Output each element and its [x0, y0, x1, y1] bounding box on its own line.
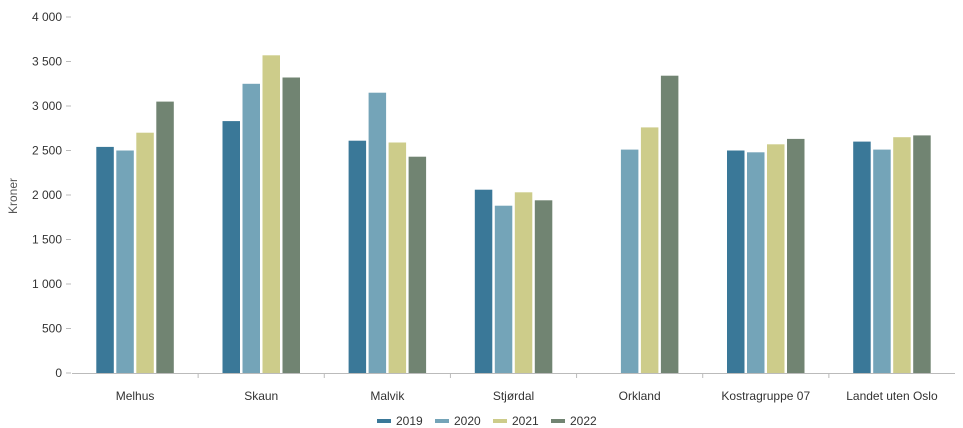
- y-tick-label: 3 000: [32, 99, 62, 113]
- bar-2019-skaun: [222, 121, 240, 373]
- legend-label-2019: 2019: [396, 414, 423, 428]
- x-tick-label: Kostragruppe 07: [721, 389, 810, 403]
- bar-2020-melhus: [116, 150, 134, 373]
- bar-2020-kostragruppe-07: [747, 152, 765, 373]
- bar-2021-stjørdal: [514, 192, 533, 373]
- y-tick-label: 0: [55, 366, 62, 380]
- bar-2019-stjørdal: [474, 189, 493, 373]
- x-tick-label: Stjørdal: [493, 389, 534, 403]
- y-tick-label: 2 500: [32, 144, 62, 158]
- x-tick-label: Malvik: [370, 389, 405, 403]
- y-tick-label: 2 000: [32, 188, 62, 202]
- x-tick-label: Melhus: [116, 389, 155, 403]
- legend-swatch-2022: [551, 419, 565, 423]
- bar-2021-malvik: [388, 142, 407, 373]
- bar-2019-malvik: [348, 140, 367, 373]
- y-axis: 0 500 1 000 1 500 2 000 2 500 3 000 3 500 4 000: [32, 10, 71, 380]
- bar-2019-melhus: [96, 146, 114, 373]
- bar-2020-skaun: [242, 83, 260, 374]
- legend: 2019 2020 2021 2022: [377, 414, 597, 428]
- bar-2020-stjørdal: [494, 205, 513, 373]
- bar-2022-stjørdal: [534, 200, 553, 373]
- legend-label-2020: 2020: [454, 414, 481, 428]
- x-tick-label: Landet uten Oslo: [846, 389, 938, 403]
- bar-2021-skaun: [262, 55, 280, 374]
- legend-swatch-2020: [435, 419, 449, 423]
- bar-2021-melhus: [136, 132, 154, 373]
- bar-2022-malvik: [408, 156, 427, 373]
- y-axis-label: Kroner: [6, 178, 20, 214]
- bar-2022-orkland: [660, 75, 679, 373]
- legend-label-2022: 2022: [570, 414, 597, 428]
- y-tick-label: 3 500: [32, 55, 62, 69]
- y-tick-label: 1 000: [32, 277, 62, 291]
- legend-swatch-2021: [493, 419, 507, 423]
- bar-2020-orkland: [620, 149, 639, 373]
- bar-2022-melhus: [156, 101, 174, 373]
- legend-swatch-2019: [377, 419, 391, 423]
- bar-2022-skaun: [282, 77, 300, 373]
- bars: [96, 55, 931, 374]
- x-axis: Melhus Skaun Malvik Stjørdal Orkland Kostragr…: [72, 373, 955, 403]
- bar-2021-kostragruppe-07: [767, 144, 785, 373]
- bar-2021-landet-uten-oslo: [893, 137, 911, 373]
- bar-2020-landet-uten-oslo: [873, 149, 891, 373]
- bar-2022-landet-uten-oslo: [913, 135, 931, 373]
- y-tick-label: 500: [42, 322, 62, 336]
- legend-label-2021: 2021: [512, 414, 539, 428]
- y-tick-label: 1 500: [32, 233, 62, 247]
- bar-2019-kostragruppe-07: [727, 150, 745, 373]
- bar-2021-orkland: [640, 127, 659, 374]
- y-tick-label: 4 000: [32, 10, 62, 24]
- x-tick-label: Orkland: [619, 389, 661, 403]
- bar-2019-landet-uten-oslo: [853, 141, 871, 373]
- x-tick-label: Skaun: [244, 389, 278, 403]
- bar-2022-kostragruppe-07: [787, 138, 805, 373]
- bar-2020-malvik: [368, 92, 387, 373]
